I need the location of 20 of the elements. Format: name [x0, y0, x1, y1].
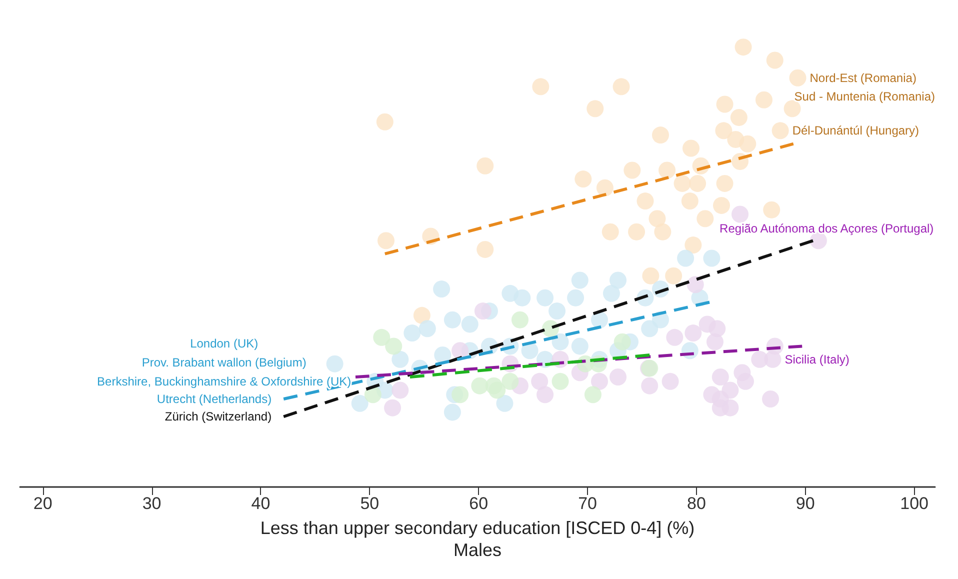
annotation: Berkshire, Buckinghamshire & Oxfordshire (UK) [97, 374, 352, 388]
annotation: Região Autónoma dos Açores (Portugal) [720, 222, 934, 236]
x-tick-label: 60 [469, 494, 488, 513]
annotation: Sud - Muntenia (Romania) [794, 90, 936, 104]
annotation: Sicilia (Italy) [784, 352, 850, 366]
x-tick-label: 40 [251, 494, 270, 513]
x-tick-label: 90 [796, 494, 815, 513]
annotation: Prov. Brabant wallon (Belgium) [142, 355, 306, 370]
x-tick-label: 50 [360, 494, 380, 513]
x-tick-label: 80 [686, 494, 706, 513]
annotation: Dél-Dunántúl (Hungary) [792, 124, 920, 138]
x-axis-title: Less than upper secondary education [ISCED 0-4] (%) Males [260, 518, 695, 560]
annotation: London (UK) [190, 336, 258, 350]
x-tick-label: 100 [900, 494, 928, 513]
x-tick-label: 20 [33, 494, 52, 513]
annotation: Nord-Est (Romania) [810, 70, 916, 85]
x-tick-label: 70 [578, 494, 597, 513]
annotation: Zürich (Switzerland) [164, 410, 272, 424]
x-tick-label: 30 [142, 494, 162, 513]
annotation: Utrecht (Netherlands) [156, 392, 272, 406]
